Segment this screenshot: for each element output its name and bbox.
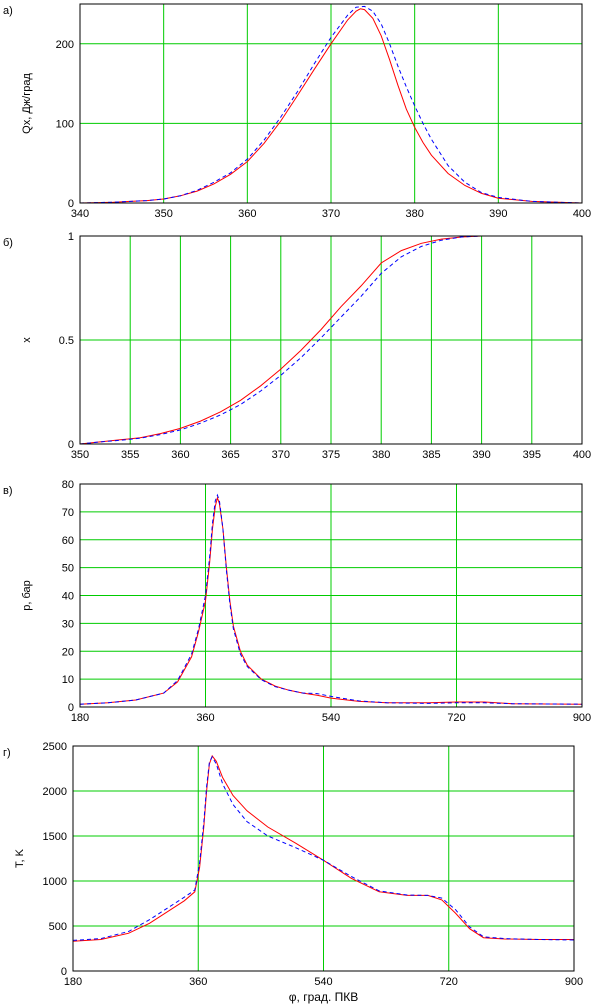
y-tick-label: 2500	[43, 741, 67, 753]
y-tick-label: 1	[68, 231, 74, 243]
x-tick-label: 350	[154, 208, 172, 220]
plot-frame	[79, 483, 583, 708]
series-line-1	[79, 235, 582, 445]
y-axis-label: Qx, Дж/град	[21, 73, 33, 134]
series-line-1	[72, 754, 574, 942]
y-tick-label: 0	[68, 702, 74, 714]
chart-panel-3: 180 360 540 720 900 0 10 20 30 40 50 60 70 80 в) p, бар	[3, 479, 591, 724]
y-axis-label: T, K	[14, 848, 26, 868]
panel-label: б)	[3, 237, 13, 249]
y-tick-label: 0	[61, 966, 67, 978]
plot-frame	[79, 235, 583, 445]
x-tick-label: 395	[523, 449, 541, 461]
x-tick-label: 360	[171, 449, 189, 461]
chart-panel-4: 180 360 540 720 900 0 500 1000 1500 2000 2500 г) T, …	[3, 741, 583, 1004]
x-tick-label: 390	[489, 208, 507, 220]
y-tick-label: 50	[62, 563, 74, 575]
y-tick-label: 1000	[43, 876, 67, 888]
y-tick-label: 0	[68, 198, 74, 210]
x-tick-label: 365	[221, 449, 239, 461]
panel-label: г)	[3, 747, 11, 759]
series-line-2	[72, 755, 575, 941]
series-line-2	[79, 235, 582, 445]
x-tick-label: 720	[447, 712, 465, 724]
x-tick-label: 360	[189, 976, 207, 988]
y-tick-label: 80	[62, 479, 74, 491]
x-tick-label: 360	[196, 712, 214, 724]
x-tick-label: 540	[314, 976, 332, 988]
x-tick-label: 380	[372, 449, 390, 461]
y-tick-label: 500	[49, 921, 67, 933]
series-line-1	[79, 8, 583, 204]
x-axis-label: φ, град. ПКВ	[289, 990, 358, 1004]
x-tick-label: 360	[238, 208, 256, 220]
x-tick-label: 900	[573, 712, 591, 724]
y-axis-label: p, бар	[21, 580, 33, 611]
x-tick-label: 380	[405, 208, 423, 220]
y-tick-label: 100	[56, 118, 74, 130]
x-tick-label: 390	[472, 449, 490, 461]
y-tick-label: 0	[68, 439, 74, 451]
y-tick-label: 30	[62, 618, 74, 630]
y-axis-label: x	[21, 337, 33, 343]
y-tick-label: 10	[62, 674, 74, 686]
x-tick-label: 720	[440, 976, 458, 988]
x-tick-label: 400	[573, 449, 591, 461]
chart-panel-2: 350 355 360 365 370 375 380 385 390 395 400 0 0.5 1 б)…	[3, 231, 591, 461]
y-tick-label: 20	[62, 646, 74, 658]
y-tick-label: 60	[62, 535, 74, 547]
y-tick-label: 70	[62, 507, 74, 519]
x-tick-label: 400	[573, 208, 591, 220]
x-tick-label: 370	[322, 208, 340, 220]
y-tick-label: 1500	[43, 831, 67, 843]
y-tick-label: 2000	[43, 786, 67, 798]
x-tick-label: 340	[71, 208, 89, 220]
panel-label: а)	[3, 5, 13, 17]
x-tick-label: 355	[121, 449, 139, 461]
x-tick-label: 385	[422, 449, 440, 461]
x-tick-label: 180	[64, 976, 82, 988]
y-tick-label: 0.5	[59, 335, 74, 347]
panel-label: в)	[3, 485, 13, 497]
x-tick-label: 375	[322, 449, 340, 461]
series-line-2	[79, 5, 583, 204]
plot-frame	[79, 3, 583, 204]
x-tick-label: 900	[565, 976, 583, 988]
plot-frame	[72, 745, 575, 972]
x-tick-label: 370	[272, 449, 290, 461]
x-tick-label: 350	[71, 449, 89, 461]
x-tick-label: 180	[71, 712, 89, 724]
y-tick-label: 40	[62, 591, 74, 603]
y-tick-label: 200	[56, 39, 74, 51]
x-tick-label: 540	[322, 712, 340, 724]
chart-panel-1: 340 350 360 370 380 390 400 0 100 200 а) Qx, Дж/гра…	[3, 3, 591, 220]
